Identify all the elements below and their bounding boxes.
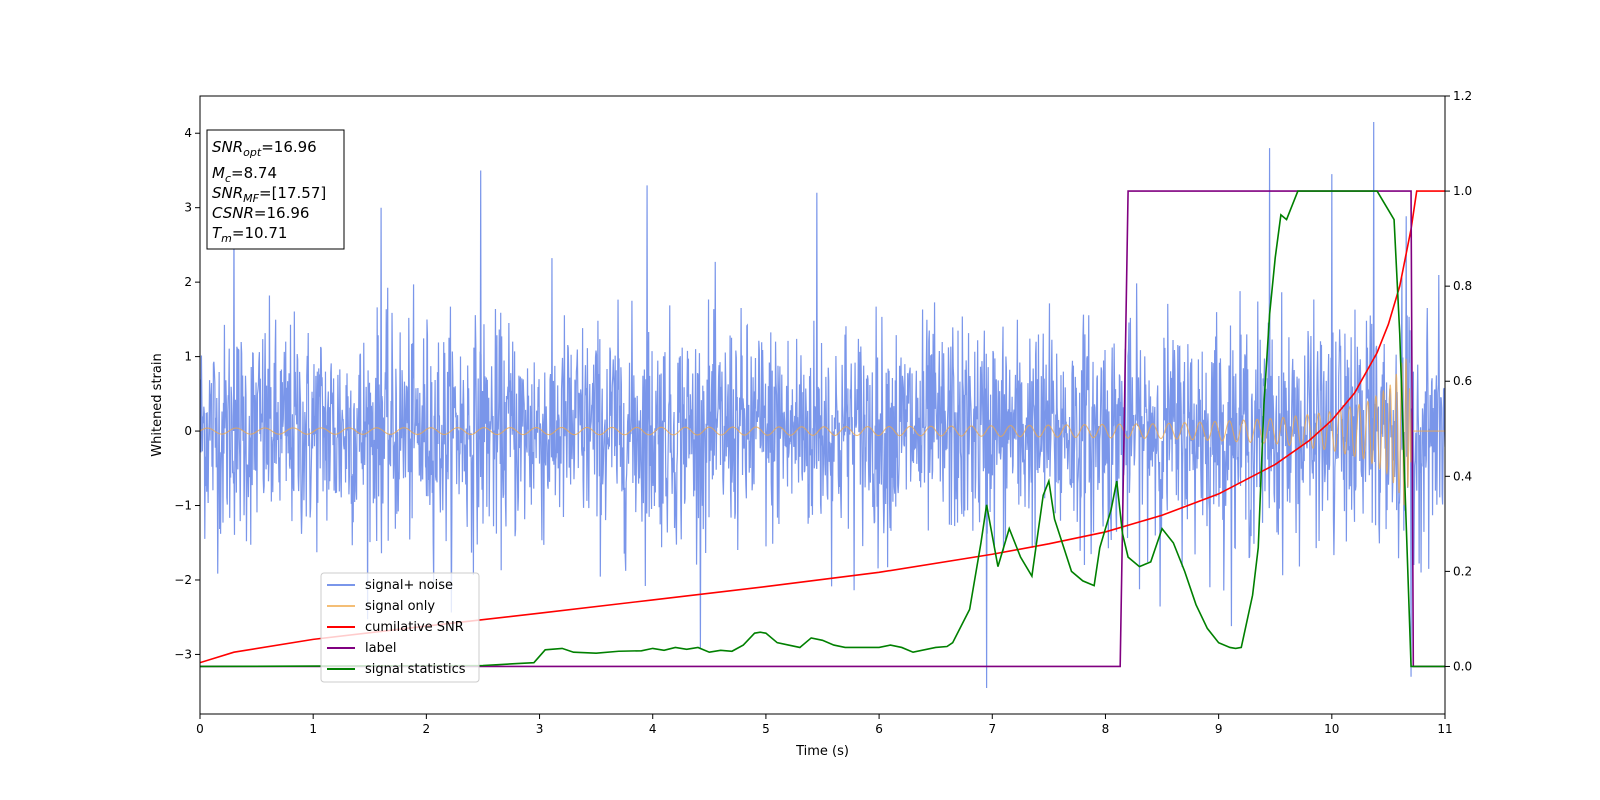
y-tick-label: 4 bbox=[184, 126, 192, 140]
info-box-line: SNRMF=[17.57] bbox=[212, 184, 326, 205]
y-tick-label: −1 bbox=[174, 499, 192, 513]
x-tick-label: 6 bbox=[875, 722, 883, 736]
plot-frame bbox=[199, 95, 1446, 715]
x-tick-label: 7 bbox=[988, 722, 996, 736]
y-tick-label: −2 bbox=[174, 573, 192, 587]
legend-label: signal only bbox=[365, 599, 435, 614]
info-box-line: Tm=10.71 bbox=[212, 224, 287, 245]
y-tick-label: −3 bbox=[174, 647, 192, 661]
x-tick-label: 2 bbox=[423, 722, 431, 736]
y-axis-label: Whitened strain bbox=[150, 353, 165, 456]
legend-label: label bbox=[365, 641, 396, 656]
x-tick-label: 9 bbox=[1215, 722, 1223, 736]
legend: signal+ noise signal only cumilative SNR la… bbox=[320, 572, 480, 683]
y-tick-label: 2 bbox=[184, 275, 192, 289]
series-signal-only bbox=[200, 358, 1445, 506]
y-tick-label: 0 bbox=[184, 424, 192, 438]
info-box: SNRopt=16.96 Mc=8.74SNRMF=[17.57]CSNR=16.… bbox=[206, 129, 345, 250]
info-box-line: SNRopt=16.96 bbox=[212, 138, 317, 159]
series-signal-statistics bbox=[200, 190, 1445, 668]
y-tick-label: 3 bbox=[184, 201, 192, 215]
y2-tick-label: 0.0 bbox=[1453, 659, 1472, 673]
series-cumulative-snr bbox=[200, 190, 1445, 664]
y2-tick-label: 1.2 bbox=[1453, 89, 1472, 103]
y2-tick-label: 0.4 bbox=[1453, 469, 1472, 483]
x-tick-label: 0 bbox=[196, 722, 204, 736]
x-axis-label: Time (s) bbox=[795, 744, 849, 759]
legend-label: cumilative SNR bbox=[365, 620, 464, 635]
y2-tick-label: 0.6 bbox=[1453, 374, 1472, 388]
y-tick-label: 1 bbox=[184, 350, 192, 364]
x-tick-label: 10 bbox=[1324, 722, 1339, 736]
x-tick-label: 3 bbox=[536, 722, 544, 736]
y2-tick-label: 0.8 bbox=[1453, 279, 1472, 293]
y2-tick-label: 0.2 bbox=[1453, 564, 1472, 578]
x-tick-label: 4 bbox=[649, 722, 657, 736]
x-tick-label: 8 bbox=[1102, 722, 1110, 736]
legend-label: signal+ noise bbox=[365, 578, 453, 593]
x-tick-label: 1 bbox=[309, 722, 317, 736]
info-box-frame bbox=[206, 129, 345, 250]
legend-label: signal statistics bbox=[365, 662, 466, 677]
y2-tick-label: 1.0 bbox=[1453, 184, 1472, 198]
x-tick-label: 11 bbox=[1437, 722, 1452, 736]
x-tick-label: 5 bbox=[762, 722, 770, 736]
legend-frame bbox=[320, 572, 480, 683]
info-box-line: Mc=8.74 bbox=[212, 164, 277, 185]
series-layer bbox=[200, 122, 1445, 688]
info-box-line: CSNR=16.96 bbox=[212, 204, 309, 222]
axes-layer: 0 1 2 3 4 5 6 7 8 9 10 11 −3 −2 −1 0 1 2 3 4 0.0 0.2 0.4 0.6 0.8… bbox=[174, 89, 1472, 736]
